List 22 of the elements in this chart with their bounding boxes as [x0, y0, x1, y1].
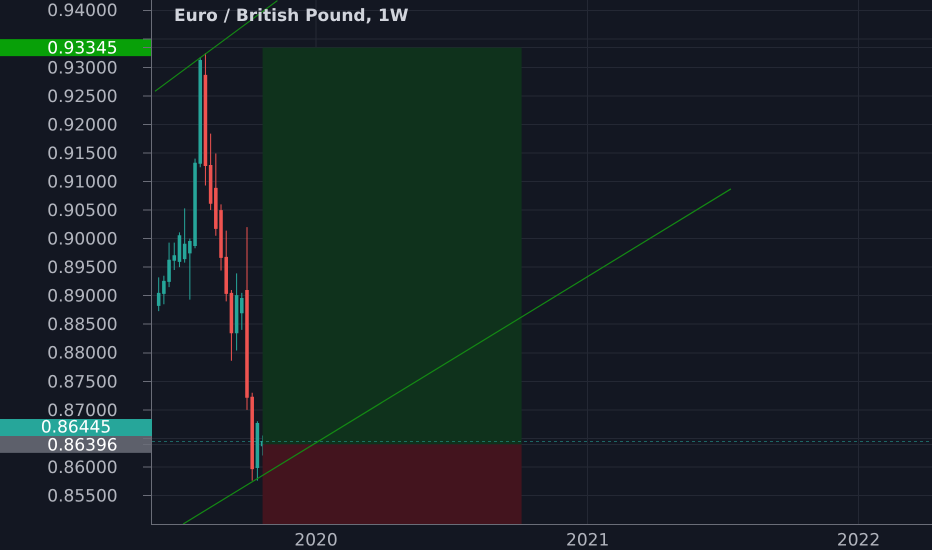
y-tick-label: 0.90500	[47, 201, 118, 222]
y-tick-label: 0.89500	[47, 258, 118, 278]
y-tick-label: 0.88000	[47, 344, 118, 364]
candlestick	[256, 420, 260, 482]
x-tick-label: 2022	[836, 530, 880, 550]
y-tick-label: 0.87500	[47, 372, 118, 392]
y-tick-label: 0.91000	[47, 172, 118, 192]
y-tick-label: 0.89000	[47, 286, 118, 307]
y-tick-label: 0.86396	[47, 435, 118, 456]
x-tick-label: 2020	[294, 530, 338, 550]
y-tick-label: 0.85500	[47, 486, 118, 506]
y-tick-label: 0.90000	[47, 230, 118, 250]
x-tick-label: 2021	[566, 530, 610, 550]
y-tick-label: 0.86000	[47, 458, 118, 478]
y-tick-label: 0.92000	[47, 115, 118, 136]
candlestick	[204, 52, 208, 186]
y-tick-label: 0.91500	[47, 144, 118, 164]
y-tick-label: 0.88500	[47, 315, 118, 336]
y-tick-label: 0.94000	[47, 1, 118, 22]
y-tick-label: 0.92500	[47, 86, 118, 107]
y-tick-label: 0.93345	[47, 38, 118, 59]
y-tick-label: 0.93000	[47, 58, 118, 78]
